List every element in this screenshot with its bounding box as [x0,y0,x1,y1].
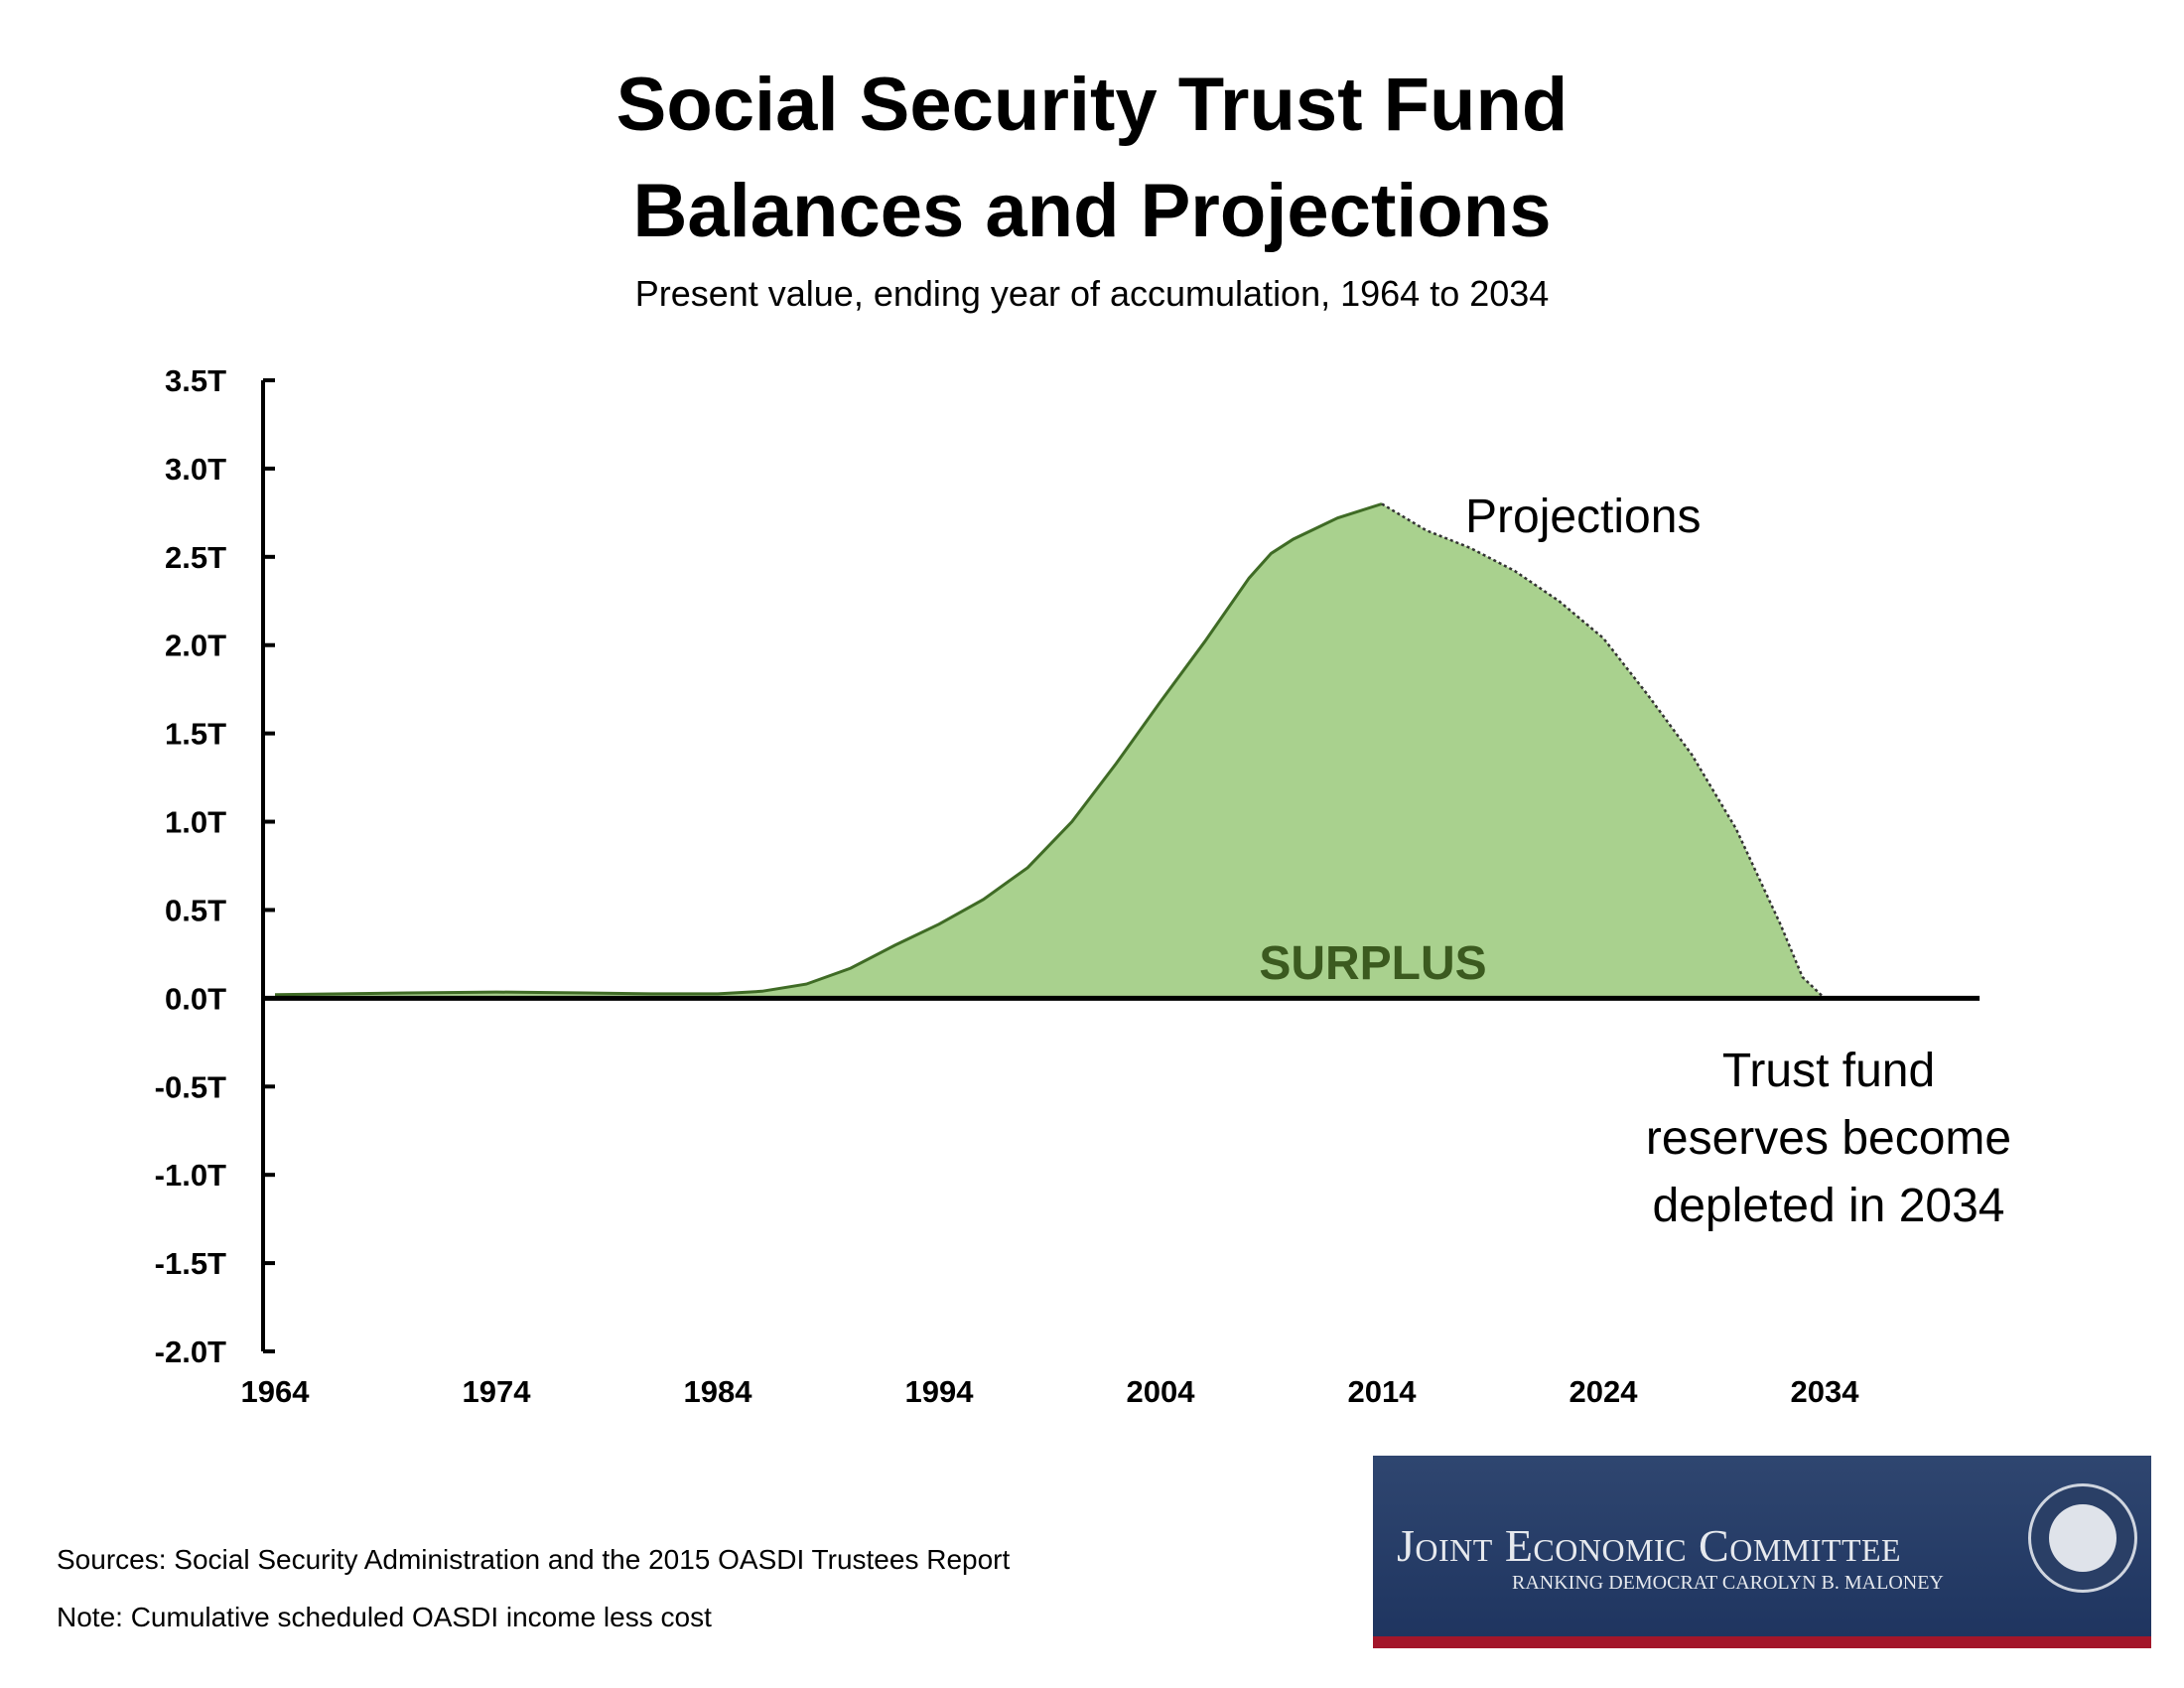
y-tick-label: 3.5T [165,363,226,398]
jec-logo: Joint Economic Committee RANKING DEMOCRA… [1373,1456,2151,1648]
x-tick-label: 1984 [684,1374,753,1409]
surplus-label: SURPLUS [1259,937,1486,990]
depleted-note-line-1: Trust fund [1722,1045,1935,1097]
historical-line [274,502,1383,997]
y-tick-label: -1.5T [155,1246,226,1281]
projections-label: Projections [1465,491,1701,543]
sources-note: Sources: Social Security Administration … [57,1544,1011,1575]
y-tick-label: -2.0T [155,1335,226,1369]
logo-title: Joint Economic Committee [1397,1520,1902,1571]
chart-title-line-1: Social Security Trust Fund [615,63,1569,147]
depleted-note-line-3: depleted in 2034 [1653,1180,2005,1232]
y-tick-label: 3.0T [165,452,226,487]
depleted-note-line-2: reserves become [1646,1112,2011,1165]
x-tick-label: 1974 [463,1374,532,1409]
x-tick-label: 1994 [905,1374,975,1409]
y-tick-label: 0.5T [165,893,226,927]
logo-subtitle: RANKING DEMOCRAT CAROLYN B. MALONEY [1512,1572,1944,1594]
x-tick-label: 2014 [1348,1374,1418,1409]
y-tick-label: -0.5T [155,1069,226,1104]
congress-seal-icon [2028,1483,2137,1593]
projection-area [1382,503,1825,999]
y-tick-label: 2.0T [165,629,226,663]
x-tick-label: 2034 [1791,1374,1860,1409]
footnote: Note: Cumulative scheduled OASDI income … [57,1602,712,1632]
chart-title-line-2: Balances and Projections [632,169,1552,253]
projection-line [1381,502,1826,1000]
y-tick-label: 0.0T [165,981,226,1016]
y-tick-label: 2.5T [165,540,226,575]
x-tick-label: 2024 [1570,1374,1639,1409]
chart-subtitle: Present value, ending year of accumulati… [634,273,1550,314]
y-tick-label: 1.5T [165,717,226,752]
y-tick-label: -1.0T [155,1158,226,1193]
historical-area [275,503,1382,999]
x-tick-label: 1964 [241,1374,311,1409]
x-tick-label: 2004 [1127,1374,1196,1409]
y-tick-label: 1.0T [165,805,226,840]
